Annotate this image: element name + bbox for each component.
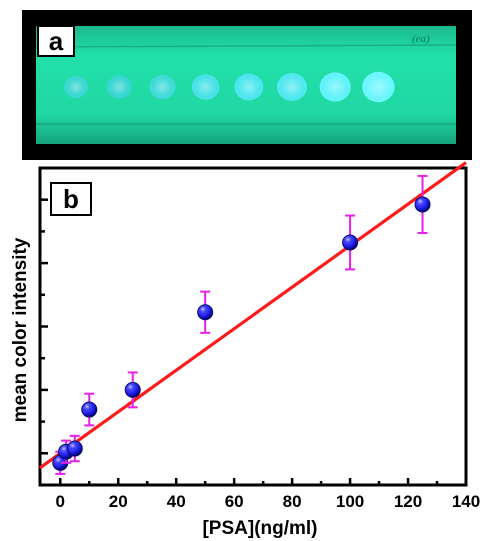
x-tick-label: 0 bbox=[56, 492, 65, 511]
panel-b-label: b bbox=[63, 184, 79, 214]
panel-b: 0 20 40 60 80 100 120 140 b [PSA](ng/ml) mean c… bbox=[10, 161, 480, 539]
strip-spot-glow bbox=[109, 78, 129, 96]
x-tick-label: 40 bbox=[167, 492, 186, 511]
x-tick-label: 100 bbox=[336, 492, 364, 511]
x-tick-label: 140 bbox=[452, 492, 480, 511]
panel-a-label-box bbox=[37, 25, 75, 57]
data-point bbox=[197, 304, 214, 321]
strip-spot-glow bbox=[238, 76, 260, 98]
x-axis-title: [PSA](ng/ml) bbox=[202, 518, 317, 539]
strip-spot-glow bbox=[366, 75, 391, 99]
x-tick-label: 20 bbox=[109, 492, 128, 511]
plot-frame bbox=[38, 166, 468, 487]
fit-line bbox=[39, 161, 467, 470]
panel-a: (ea) a bbox=[22, 10, 472, 160]
data-point bbox=[342, 234, 359, 251]
x-tick-label: 80 bbox=[283, 492, 302, 511]
panel-b-label-box bbox=[50, 182, 92, 216]
strip-spot-glow bbox=[195, 77, 216, 97]
x-tick-label: 120 bbox=[394, 492, 422, 511]
y-axis-title: mean color intensity bbox=[10, 237, 31, 422]
data-point bbox=[81, 401, 98, 418]
data-point bbox=[414, 196, 431, 213]
chart-area: 0 20 40 60 80 100 120 140 bbox=[38, 161, 480, 511]
strip-spot-glow bbox=[280, 76, 304, 98]
panel-a-label: a bbox=[49, 26, 64, 56]
strip-spot-glow bbox=[323, 76, 347, 98]
data-point bbox=[66, 440, 83, 457]
x-tick-label: 60 bbox=[225, 492, 244, 511]
data-point bbox=[124, 381, 141, 398]
strip-handwriting: (ea) bbox=[412, 33, 430, 45]
strip-spot-glow bbox=[67, 78, 85, 96]
spot-row bbox=[64, 71, 395, 103]
strip-edge-top bbox=[35, 44, 457, 48]
strip-spot-glow bbox=[152, 77, 173, 97]
